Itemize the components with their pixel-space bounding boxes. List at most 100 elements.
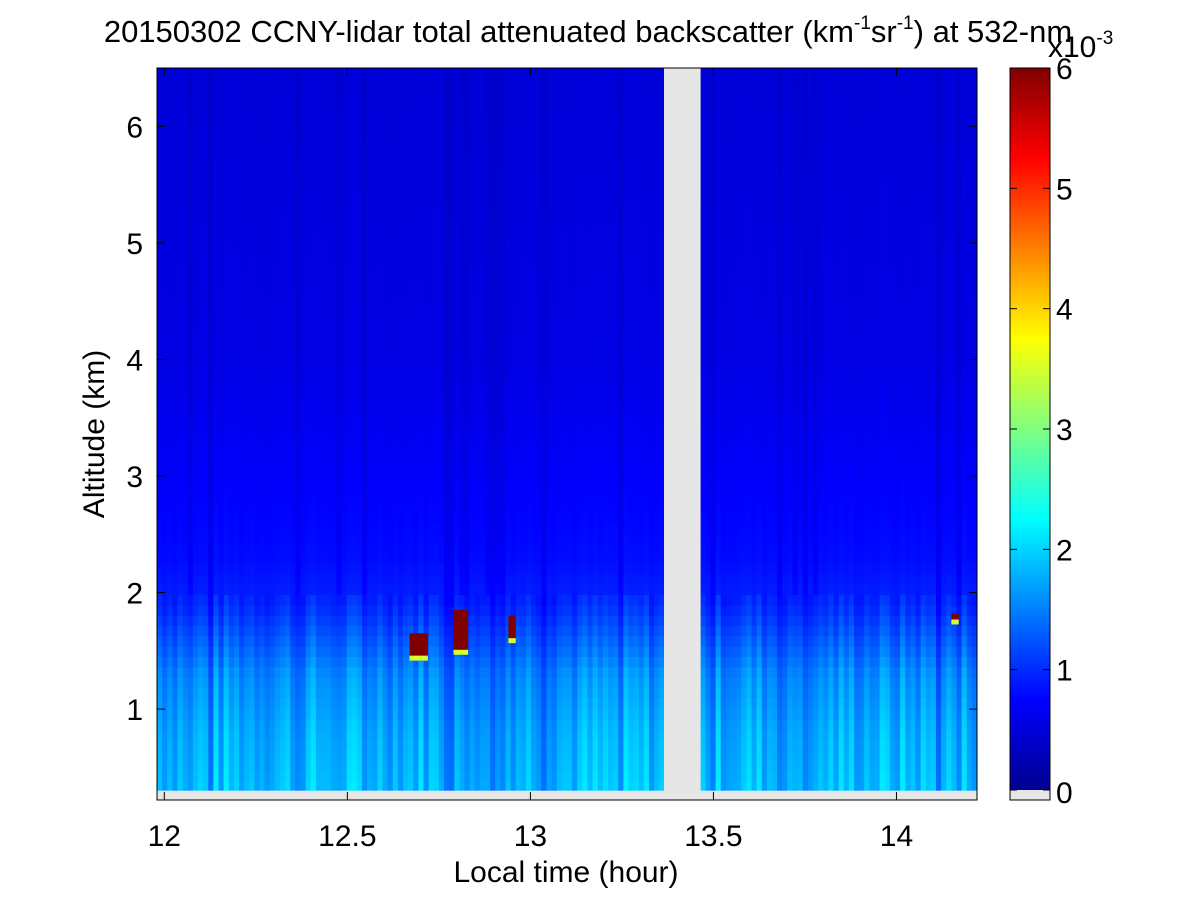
heatmap-cell [382,336,389,348]
heatmap-cell [362,573,368,585]
heatmap-cell [228,439,235,451]
heatmap-cell [459,78,466,90]
heatmap-cell [274,759,281,771]
heatmap-cell [387,284,394,296]
heatmap-cell [208,109,214,121]
heatmap-cell [479,160,486,172]
heatmap-cell [233,202,240,214]
heatmap-cell [485,68,491,79]
heatmap-cell [428,202,435,214]
heatmap-cell [449,88,455,100]
heatmap-cell [505,202,512,214]
heatmap-cell [454,346,460,358]
heatmap-cell [444,449,450,461]
heatmap-cell [172,181,179,193]
heatmap-cell [182,388,189,399]
heatmap-column [479,68,486,792]
heatmap-cell [403,181,409,193]
heatmap-cell [167,708,173,719]
heatmap-cell [336,284,343,296]
heatmap-cell [198,408,204,420]
heatmap-cell [474,222,481,234]
heatmap-cell [223,522,230,534]
heatmap-cell [444,140,450,152]
heatmap-cell [167,408,173,420]
heatmap-cell [269,336,276,348]
heatmap-cell [403,68,409,79]
heatmap-cell [280,346,286,358]
heatmap-cell [274,140,281,152]
heatmap-cell [259,243,266,255]
heatmap-cell [290,377,296,389]
heatmap-cell [397,326,404,338]
heatmap-cell [269,315,276,327]
heatmap-cell [454,160,460,172]
heatmap-cell [418,88,425,100]
heatmap-cell [408,739,414,750]
heatmap-cell [269,357,276,368]
heatmap-cell [438,419,445,430]
heatmap-cell [479,68,486,79]
heatmap-cell [444,429,450,441]
heatmap-cell [290,98,296,110]
heatmap-cell [495,728,501,740]
heatmap-cell [454,326,460,338]
heatmap-cell [356,160,363,172]
heatmap-cell [418,594,425,606]
heatmap-cell [208,160,214,172]
heatmap-cell [387,88,394,100]
heatmap-cell [423,749,430,761]
heatmap-cell [198,419,204,430]
heatmap-cell [408,274,414,286]
heatmap-cell [259,326,266,338]
heatmap-cell [377,398,384,410]
heatmap-cell [382,274,389,286]
heatmap-cell [515,708,522,719]
heatmap-cell [392,553,399,565]
heatmap-cell [495,635,501,647]
heatmap-cell [177,449,184,461]
heatmap-cell [490,88,496,100]
heatmap-cell [438,542,445,554]
heatmap-cell [249,68,255,79]
heatmap-cell [505,635,512,647]
heatmap-cell [157,718,163,730]
heatmap-cell [367,718,373,730]
heatmap-cell [321,212,327,224]
heatmap-cell [182,511,189,523]
heatmap-cell [249,697,255,709]
heatmap-cell [198,563,204,575]
heatmap-cell [433,501,440,513]
heatmap-cell [203,522,209,534]
heatmap-cell [259,419,266,430]
heatmap-cell [274,511,281,523]
heatmap-cell [218,708,225,719]
heatmap-cell [469,749,476,761]
heatmap-cell [505,326,512,338]
heatmap-cell [213,357,220,368]
heatmap-cell [351,522,358,534]
heatmap-cell [387,109,394,121]
heatmap-cell [162,770,168,781]
heatmap-cell [433,439,440,451]
heatmap-cell [187,346,194,358]
heatmap-cell [356,522,363,534]
heatmap-cell [244,656,250,668]
heatmap-cell [505,253,512,265]
heatmap-cell [315,202,322,214]
heatmap-cell [182,367,189,379]
heatmap-cell [362,274,368,286]
heatmap-cell [377,202,384,214]
heatmap-cell [239,718,245,730]
heatmap-cell [479,501,486,513]
heatmap-cell [177,202,184,214]
heatmap-cell [490,295,496,307]
heatmap-cell [228,584,235,596]
heatmap-cell [239,346,245,358]
heatmap-cell [187,336,194,348]
heatmap-cell [331,429,337,441]
heatmap-cell [428,212,435,224]
heatmap-cell [249,522,255,534]
heatmap-cell [362,697,368,709]
heatmap-cell [408,408,414,420]
